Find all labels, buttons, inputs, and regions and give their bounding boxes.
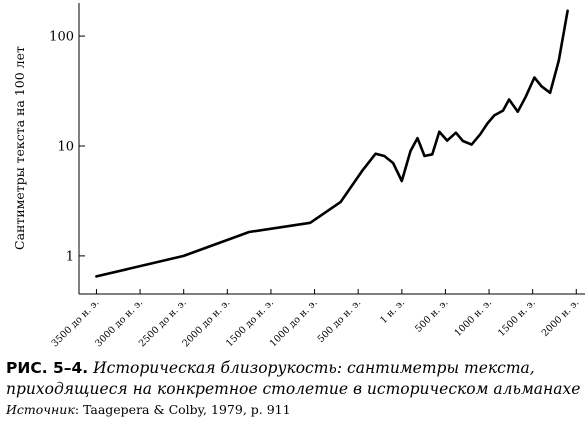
figure-caption: РИС. 5–4. Историческая близорукость: сан… xyxy=(6,358,582,400)
y-tick-label: 100 xyxy=(49,30,74,45)
x-tick-label: 1500 н. э. xyxy=(496,297,538,339)
figure-source: Источник: Taagepera & Colby, 1979, p. 91… xyxy=(6,402,291,417)
series-line xyxy=(95,9,569,278)
x-ticks: 3500 до н. э.3000 до н. э.2500 до н. э.2… xyxy=(50,289,582,349)
y-tick-label: 1 xyxy=(66,249,74,264)
x-tick-label: 2000 н. э. xyxy=(540,297,582,339)
y-tick-label: 10 xyxy=(57,139,74,154)
y-axis-label: Сантиметры текста на 100 лет xyxy=(12,46,27,250)
source-text: : Taagepera & Colby, 1979, p. 911 xyxy=(74,402,291,417)
axes xyxy=(78,3,585,295)
source-label: Источник xyxy=(6,402,75,417)
figure-title: Историческая близорукость: сантиметры те… xyxy=(6,359,581,398)
x-tick-label: 500 до н. э. xyxy=(316,297,364,345)
x-tick-label: 1 н. э. xyxy=(378,297,407,326)
x-tick-label: 1000 н. э. xyxy=(452,297,494,339)
x-tick-label: 500 н. э. xyxy=(413,297,450,334)
figure-number: РИС. 5–4. xyxy=(6,359,89,377)
chart: 1 10 100 3500 до н. э.3000 до н. э.2500 до… xyxy=(12,3,585,349)
y-ticks: 1 10 100 xyxy=(49,30,85,264)
